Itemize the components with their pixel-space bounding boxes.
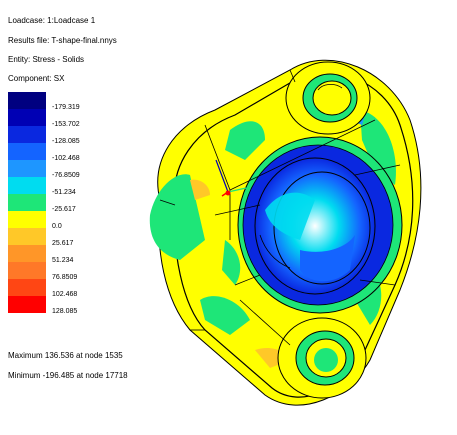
legend-swatch [8,262,46,279]
results-file-text: Results file: T-shape-final.nnys [8,36,117,45]
mesh-lines [159,69,401,346]
legend-entry: -179.319 [8,92,88,111]
legend-swatch [8,160,46,177]
legend-swatch [8,245,46,262]
legend-label: 25.617 [52,240,74,247]
legend-label: 128.085 [52,308,78,315]
legend-label: 102.468 [52,291,78,298]
legend-entry: -51.234 [8,177,88,196]
entity-text: Entity: Stress - Solids [8,55,85,64]
legend-swatch [8,279,46,296]
legend-label: 0.0 [52,223,62,230]
legend-entry: 102.468 [8,279,88,298]
legend-entry: -153.702 [8,109,88,128]
legend-entry: -25.617 [8,194,88,213]
legend-entry: 25.617 [8,228,88,247]
legend-swatch [8,296,46,313]
central-bore [237,136,403,314]
stress-contour-plot [149,59,422,406]
top-lug [285,61,371,135]
legend-label: 76.8509 [52,274,78,281]
legend-label: -102.468 [52,155,80,162]
legend-swatch [8,126,46,143]
legend-label: -25.617 [52,206,76,213]
legend-label: -128.085 [52,138,80,145]
bottom-lug [277,317,367,399]
legend-label: 51.234 [52,257,74,264]
legend-label: -51.234 [52,189,76,196]
legend-swatch [8,228,46,245]
legend-swatch [8,92,46,109]
legend-swatch [8,194,46,211]
legend-entry: 128.085 [8,296,88,315]
legend-label: -76.8509 [52,172,80,179]
model-viewport[interactable] [140,40,440,430]
legend-swatch [8,143,46,160]
component-text: Component: SX [8,74,65,83]
minimum-text: Minimum -196.485 at node 17718 [8,371,128,380]
maximum-text: Maximum 136.536 at node 1535 [8,351,123,360]
legend-label: -153.702 [52,121,80,128]
legend-entry: -102.468 [8,143,88,162]
legend-label: -179.319 [52,104,80,111]
legend-swatch [8,177,46,194]
legend-swatch [8,109,46,126]
legend-swatch [8,211,46,228]
legend-entry: -128.085 [8,126,88,145]
legend-entry: -76.8509 [8,160,88,179]
legend-entry: 51.234 [8,245,88,264]
loadcase-text: Loadcase: 1:Loadcase 1 [8,16,96,25]
legend-entry: 76.8509 [8,262,88,281]
axis-triad [215,159,247,197]
legend-entry: 0.0 [8,211,88,230]
